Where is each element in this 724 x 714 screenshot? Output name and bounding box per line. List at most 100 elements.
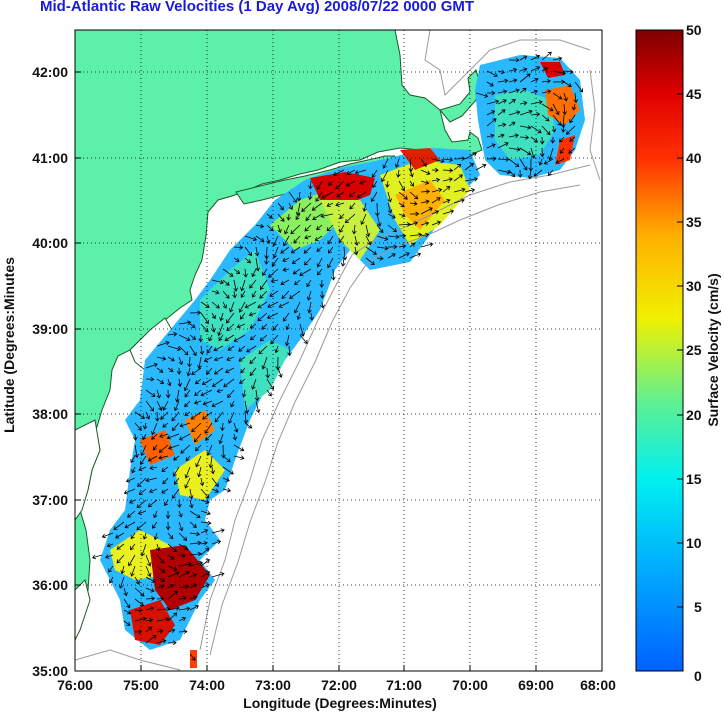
velocity-arrow	[561, 114, 566, 128]
velocity-arrow	[345, 180, 356, 187]
velocity-arrow	[189, 310, 202, 316]
velocity-arrow	[140, 455, 147, 466]
velocity-arrow	[255, 257, 261, 272]
velocity-arrow	[288, 202, 293, 210]
velocity-arrow	[178, 629, 188, 634]
velocity-arrow	[289, 290, 301, 299]
velocity-arrow	[214, 411, 224, 423]
velocity-arrow	[123, 598, 131, 609]
velocity-arrow	[255, 400, 261, 414]
velocity-arrow	[257, 312, 268, 322]
y-tick-label: 40:00	[32, 235, 68, 251]
velocity-arrow	[226, 323, 235, 331]
velocity-arrow	[178, 334, 191, 342]
velocity-arrow	[211, 279, 225, 285]
velocity-arrow	[387, 191, 393, 203]
velocity-arrow	[123, 620, 131, 626]
velocity-arrow	[200, 547, 210, 556]
velocity-arrow	[530, 99, 543, 105]
velocity-arrow	[327, 235, 334, 245]
velocity-arrow	[315, 191, 323, 202]
velocity-arrow	[151, 521, 158, 529]
velocity-arrow	[178, 356, 183, 366]
velocity-arrow	[409, 242, 416, 248]
velocity-arrow	[420, 180, 430, 185]
velocity-arrow	[217, 323, 224, 337]
velocity-arrow	[282, 257, 290, 262]
velocity-arrow	[189, 510, 201, 518]
velocity-arrow	[387, 213, 396, 219]
velocity-arrow	[180, 444, 191, 454]
velocity-arrow	[517, 169, 523, 178]
y-tick-label: 42:00	[32, 64, 68, 80]
velocity-arrow	[200, 520, 212, 526]
velocity-arrow	[519, 125, 532, 130]
colorbar-tick-label: 5	[694, 599, 702, 615]
velocity-arrow	[262, 268, 268, 276]
velocity-arrow	[303, 246, 312, 254]
velocity-arrow	[475, 92, 489, 98]
velocity-arrow	[487, 90, 496, 96]
velocity-arrow	[244, 235, 258, 242]
velocity-arrow	[381, 169, 389, 183]
velocity-arrow	[409, 169, 414, 178]
velocity-arrow	[227, 389, 235, 399]
velocity-arrow	[562, 103, 567, 116]
velocity-arrow	[244, 400, 250, 414]
velocity-arrow	[191, 367, 202, 376]
velocity-arrow	[162, 422, 169, 428]
velocity-arrow	[240, 367, 246, 374]
velocity-arrow	[171, 422, 180, 432]
velocity-arrow	[254, 246, 260, 257]
velocity-arrow	[243, 268, 248, 278]
velocity-arrow	[563, 81, 572, 87]
velocity-arrow	[200, 529, 209, 534]
x-tick-label: 75:00	[123, 677, 159, 693]
velocity-arrow	[161, 488, 169, 494]
velocity-arrow	[91, 554, 103, 560]
velocity-arrow	[574, 81, 584, 93]
velocity-arrow	[387, 202, 393, 214]
velocity-arrow	[178, 606, 191, 612]
velocity-arrow	[115, 532, 125, 539]
velocity-arrow	[189, 323, 196, 328]
velocity-arrow	[420, 169, 431, 175]
velocity-arrow	[138, 488, 147, 495]
velocity-arrow	[365, 257, 375, 266]
velocity-arrow	[200, 389, 213, 397]
y-axis-label: Latitude (Degrees:Minutes	[1, 257, 17, 433]
velocity-arrow	[319, 279, 325, 288]
velocity-arrow	[284, 224, 290, 235]
velocity-arrow	[382, 158, 389, 169]
velocity-arrow	[156, 554, 165, 564]
velocity-arrow	[211, 488, 219, 493]
velocity-arrow	[340, 257, 346, 267]
velocity-arrow	[530, 147, 536, 159]
velocity-arrow	[189, 653, 196, 661]
velocity-arrow	[145, 389, 156, 397]
velocity-arrow	[178, 345, 189, 356]
velocity-arrow	[176, 367, 182, 375]
velocity-arrow	[123, 587, 128, 597]
velocity-arrow	[145, 576, 156, 583]
velocity-arrow	[356, 191, 367, 198]
velocity-arrow	[541, 67, 549, 72]
velocity-arrow	[330, 268, 336, 281]
colorbar	[635, 29, 684, 672]
colorbar-tick-label: 35	[686, 214, 702, 230]
velocity-arrow	[508, 67, 518, 73]
x-axis-label: Longitude (Degrees:Minutes)	[243, 695, 437, 711]
velocity-arrow	[145, 596, 156, 601]
velocity-arrow	[220, 444, 226, 459]
velocity-arrow	[145, 617, 154, 623]
velocity-arrow	[348, 191, 356, 197]
velocity-arrow	[178, 532, 188, 541]
velocity-arrow	[328, 180, 334, 186]
velocity-arrow	[249, 323, 257, 329]
velocity-arrow	[187, 356, 192, 368]
velocity-arrow	[154, 411, 160, 422]
colorbar-tick-label: 25	[686, 342, 702, 358]
velocity-arrow	[278, 301, 290, 308]
velocity-arrow	[178, 571, 190, 578]
velocity-arrow	[266, 389, 272, 397]
